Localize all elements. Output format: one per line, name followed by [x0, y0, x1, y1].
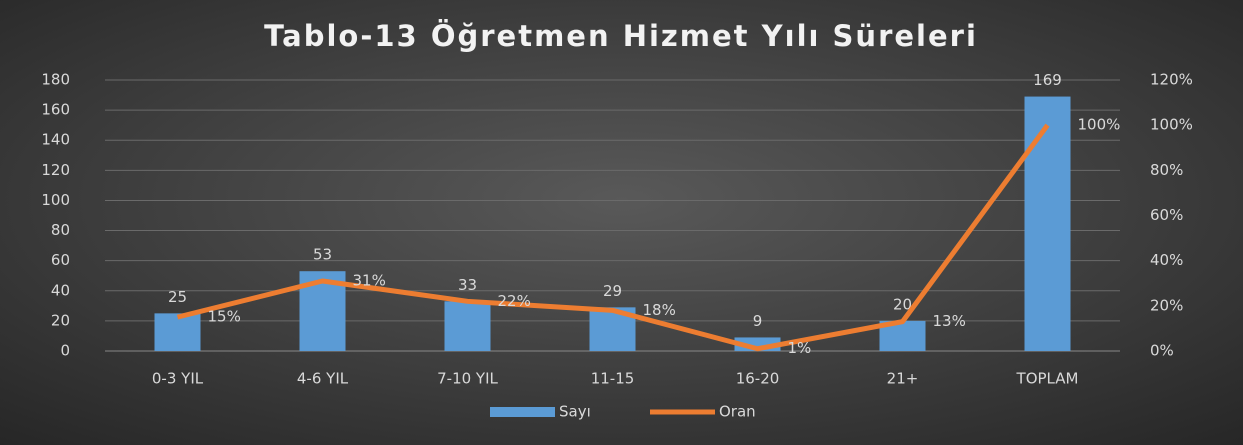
- y2-tick-label: 40%: [1150, 251, 1183, 269]
- line-value-label: 15%: [208, 308, 241, 326]
- bar: [1024, 96, 1071, 351]
- y-tick-label: 0: [60, 342, 70, 360]
- x-tick-label: 7-10 YIL: [437, 370, 498, 388]
- y-tick-label: 60: [51, 251, 70, 269]
- line-value-label: 1%: [788, 339, 812, 357]
- bar-value-label: 25: [168, 288, 187, 306]
- chart-title: Tablo-13 Öğretmen Hizmet Yılı Süreleri: [264, 19, 978, 53]
- bar: [444, 301, 491, 351]
- legend-label: Oran: [719, 403, 756, 421]
- bar-value-label: 20: [893, 295, 912, 313]
- x-tick-label: 11-15: [591, 370, 635, 388]
- bar-value-label: 29: [603, 282, 622, 300]
- y-tick-label: 140: [41, 131, 70, 149]
- bar-value-label: 9: [753, 312, 763, 330]
- y-tick-label: 40: [51, 281, 70, 299]
- bar-value-label: 53: [313, 246, 332, 264]
- y-tick-label: 20: [51, 311, 70, 329]
- line: [176, 123, 1050, 352]
- x-tick-label: 4-6 YIL: [297, 370, 349, 388]
- line-value-label: 18%: [643, 301, 676, 319]
- bar-value-label: 33: [458, 276, 477, 294]
- x-tick-label: 21+: [887, 370, 919, 388]
- y-tick-label: 120: [41, 161, 70, 179]
- y2-tick-label: 0%: [1150, 342, 1174, 360]
- line-value-label: 100%: [1078, 116, 1121, 134]
- line-value-label: 31%: [353, 271, 386, 289]
- y-tick-label: 180: [41, 71, 70, 89]
- y2-tick-label: 20%: [1150, 296, 1183, 314]
- line-value-label: 22%: [498, 292, 531, 310]
- bar: [154, 313, 201, 351]
- y2-tick-label: 100%: [1150, 116, 1193, 134]
- legend-label: Sayı: [559, 403, 591, 421]
- bar-value-label: 169: [1033, 71, 1062, 89]
- x-tick-label: 16-20: [736, 370, 780, 388]
- y2-tick-label: 80%: [1150, 161, 1183, 179]
- legend-swatch: [490, 407, 555, 417]
- x-tick-label: 0-3 YIL: [152, 370, 204, 388]
- y-tick-label: 100: [41, 191, 70, 209]
- line-value-label: 13%: [933, 312, 966, 330]
- x-tick-label: TOPLAM: [1016, 370, 1079, 388]
- y-tick-label: 160: [41, 101, 70, 119]
- y-tick-label: 80: [51, 221, 70, 239]
- y2-tick-label: 60%: [1150, 206, 1183, 224]
- y2-tick-label: 120%: [1150, 71, 1193, 89]
